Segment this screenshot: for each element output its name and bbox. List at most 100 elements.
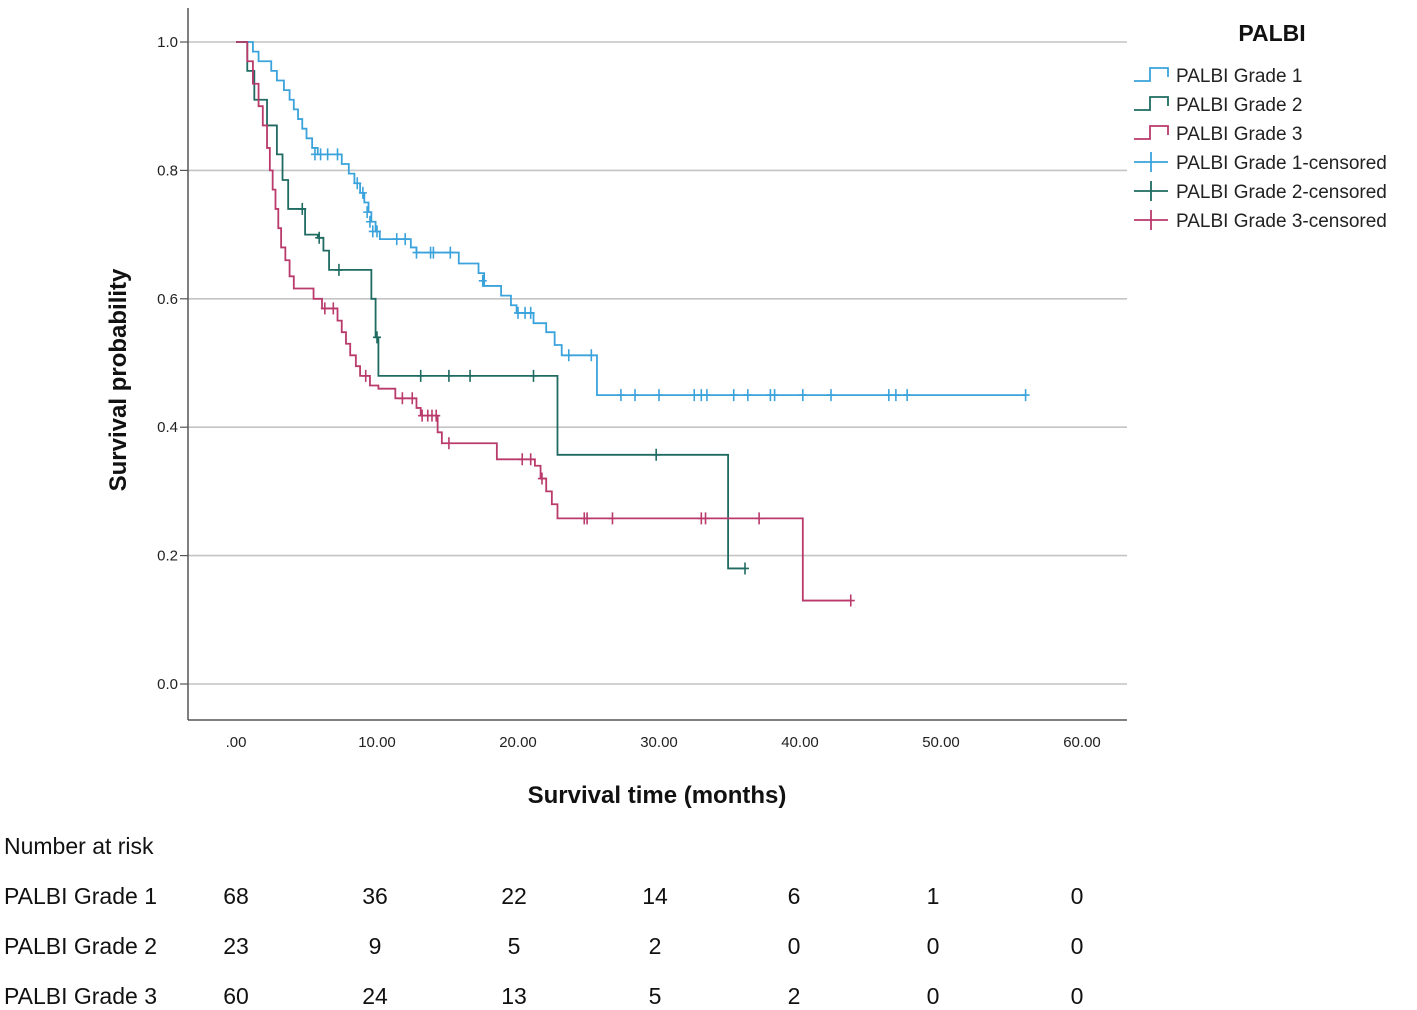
risk-row-label: PALBI Grade 1 (4, 883, 157, 909)
palbi-grade-1-censor-mark (631, 389, 640, 402)
legend-swatch-palbi-grade-1-censored (1134, 152, 1168, 172)
palbi-grade-1-censor-mark (616, 389, 625, 402)
palbi-grade-2-censor-mark (416, 369, 425, 382)
palbi-grade-1-censor-mark (323, 148, 332, 161)
y-tick-label: 0.8 (157, 162, 178, 179)
legend-label: PALBI Grade 3-censored (1176, 211, 1387, 232)
risk-row-label: PALBI Grade 2 (4, 933, 157, 959)
y-axis-title: Survival probability (105, 268, 132, 491)
palbi-grade-1-censor-mark (401, 233, 410, 246)
y-tick-label: 0.2 (157, 548, 178, 565)
palbi-grade-1-censor-mark (798, 389, 807, 402)
palbi-grade-1-censor-mark (564, 349, 573, 362)
x-tick-label: 20.00 (499, 734, 537, 751)
x-tick-label: 60.00 (1063, 734, 1101, 751)
palbi-grade-2-censor-mark (373, 331, 381, 344)
palbi-grade-3-censor-mark (537, 472, 546, 485)
palbi-grade-2-censor-mark (529, 369, 538, 382)
palbi-grade-1-censor-mark (429, 246, 438, 259)
palbi-grade-1-censor-mark (587, 349, 596, 362)
x-tick-labels: .00 10.00 20.00 30.00 40.00 50.00 60.00 (226, 734, 1101, 751)
palbi-grade-2-curve (236, 41, 746, 570)
axes (187, 8, 1127, 721)
risk-value: 0 (1071, 983, 1084, 1009)
palbi-grade-3-censor-mark (518, 453, 527, 466)
legend-title: PALBI (1238, 20, 1305, 46)
palbi-grade-1-censor-mark (363, 206, 372, 219)
risk-value: 9 (369, 933, 382, 959)
risk-value: 60 (223, 983, 249, 1009)
palbi-grade-1-censor-mark (358, 186, 367, 199)
x-tick-label: 50.00 (922, 734, 960, 751)
y-tick-labels: 0.0 0.2 0.4 0.6 0.8 1.0 (157, 34, 188, 693)
palbi-grade-1-censor-mark (478, 274, 487, 287)
palbi-grade-1-censor-mark (891, 389, 900, 402)
palbi-grade-1-censor-mark (690, 389, 699, 402)
palbi-grade-3-censor-mark (701, 512, 710, 525)
y-tick-label: 0.0 (157, 676, 178, 693)
palbi-grade-1-censor-mark (392, 233, 401, 246)
risk-value: 23 (223, 933, 249, 959)
risk-table-title: Number at risk (4, 833, 154, 859)
risk-value: 68 (223, 883, 249, 909)
palbi-grade-2-censor-mark (315, 231, 324, 244)
palbi-grade-1-censor-mark (316, 148, 325, 161)
x-tick-label: 40.00 (781, 734, 819, 751)
palbi-grade-2-censor-mark (334, 263, 343, 276)
palbi-grade-1-censor-mark (903, 389, 912, 402)
palbi-grade-1-censor-mark (729, 389, 738, 402)
palbi-grade-2-censor-mark (444, 369, 453, 382)
palbi-grade-3-censor-mark (846, 594, 855, 607)
palbi-grade-1-censor-mark (526, 306, 535, 319)
legend-swatch-palbi-grade-3-censored (1134, 210, 1168, 230)
palbi-grade-3-censor-mark (432, 409, 441, 422)
palbi-grade-3-censor-mark (755, 512, 764, 525)
legend-label: PALBI Grade 1-censored (1176, 153, 1387, 174)
palbi-grade-1-censor-mark (827, 389, 836, 402)
risk-value: 6 (788, 883, 801, 909)
x-tick-label: 30.00 (640, 734, 678, 751)
palbi-grade-1-censor-mark (702, 389, 711, 402)
risk-value: 22 (501, 883, 527, 909)
palbi-grade-1-censor-mark (446, 246, 455, 259)
legend-label: PALBI Grade 2-censored (1176, 182, 1387, 203)
risk-value: 0 (788, 933, 801, 959)
palbi-grade-3-censor-mark (320, 302, 329, 315)
palbi-grade-3-censor-mark (408, 392, 417, 405)
risk-value: 0 (1071, 883, 1084, 909)
palbi-grade-1-censor-mark (365, 215, 374, 228)
palbi-grade-3-censor-mark (444, 437, 453, 450)
palbi-grade-2-censor-mark (652, 448, 661, 461)
legend-label: PALBI Grade 3 (1176, 124, 1302, 145)
legend-swatch-palbi-grade-1 (1134, 67, 1169, 82)
x-tick-label: 10.00 (358, 734, 396, 751)
risk-value: 36 (362, 883, 388, 909)
risk-table: Number at risk PALBI Grade 1 68 36 22 14 6 1 0P… (4, 833, 1083, 1009)
palbi-grade-2-censor-mark (466, 369, 475, 382)
palbi-grade-3-censor-mark (583, 512, 592, 525)
palbi-grade-1-censor-mark (353, 177, 362, 190)
palbi-grade-1-censor-mark (655, 389, 663, 402)
palbi-grade-3-curve (236, 41, 851, 602)
risk-value: 0 (927, 933, 940, 959)
risk-value: 2 (649, 933, 662, 959)
y-tick-label: 1.0 (157, 34, 178, 51)
risk-value: 0 (1071, 933, 1084, 959)
legend-label: PALBI Grade 1 (1176, 66, 1302, 87)
palbi-grade-1-censor-mark (1021, 389, 1030, 402)
palbi-grade-3-censor-mark (526, 453, 535, 466)
risk-value: 14 (642, 883, 668, 909)
legend-swatch-palbi-grade-2-censored (1134, 181, 1168, 201)
risk-value: 24 (362, 983, 388, 1009)
survival-series (236, 41, 1030, 607)
y-tick-label: 0.6 (157, 291, 178, 308)
palbi-grade-3-censor-mark (608, 512, 617, 525)
risk-value: 2 (788, 983, 801, 1009)
palbi-grade-3-censor-mark (398, 392, 407, 405)
risk-value: 1 (927, 883, 940, 909)
y-tick-label: 0.4 (157, 419, 178, 436)
risk-value: 5 (649, 983, 662, 1009)
palbi-grade-1-curve (236, 41, 1026, 396)
palbi-grade-2-censor-mark (741, 562, 750, 575)
